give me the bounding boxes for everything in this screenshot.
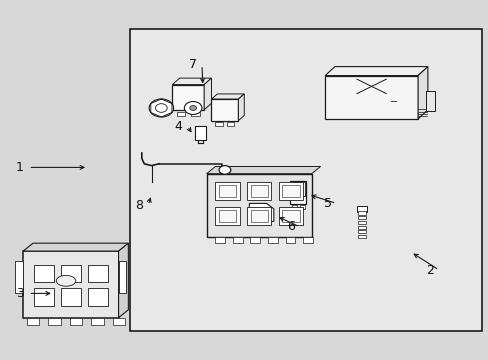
- Bar: [91, 318, 103, 325]
- Bar: [303, 237, 312, 243]
- Ellipse shape: [56, 275, 76, 286]
- Text: 1: 1: [16, 161, 23, 174]
- Polygon shape: [211, 94, 244, 99]
- Bar: [70, 318, 82, 325]
- Bar: [250, 237, 260, 243]
- Bar: [23, 251, 118, 318]
- Bar: [118, 261, 126, 293]
- Bar: [226, 122, 234, 126]
- Bar: [215, 122, 223, 126]
- Bar: [211, 99, 238, 121]
- Bar: [285, 237, 295, 243]
- Circle shape: [219, 166, 230, 174]
- Bar: [299, 205, 304, 209]
- Polygon shape: [118, 243, 128, 318]
- Bar: [250, 185, 267, 197]
- Bar: [291, 182, 305, 196]
- Bar: [172, 85, 204, 110]
- Circle shape: [155, 104, 167, 112]
- Bar: [34, 288, 54, 306]
- Bar: [357, 211, 365, 215]
- Polygon shape: [238, 94, 244, 121]
- Bar: [282, 210, 299, 222]
- Bar: [219, 210, 236, 222]
- Bar: [113, 318, 125, 325]
- Text: 4: 4: [174, 120, 182, 132]
- Polygon shape: [23, 243, 128, 251]
- Circle shape: [189, 105, 196, 111]
- Bar: [34, 265, 54, 282]
- Text: 2: 2: [426, 264, 433, 276]
- Bar: [356, 206, 366, 211]
- Bar: [425, 91, 434, 111]
- Bar: [215, 182, 239, 200]
- Bar: [325, 76, 417, 119]
- Bar: [87, 265, 108, 282]
- Bar: [232, 237, 242, 243]
- Bar: [267, 237, 277, 243]
- Polygon shape: [249, 203, 273, 221]
- Text: 7: 7: [189, 58, 197, 71]
- Bar: [219, 185, 236, 197]
- Text: 5: 5: [323, 197, 331, 210]
- Bar: [278, 182, 303, 200]
- Bar: [290, 181, 305, 204]
- Bar: [357, 235, 365, 238]
- Bar: [27, 318, 39, 325]
- Bar: [246, 182, 271, 200]
- Bar: [176, 112, 185, 116]
- Bar: [291, 205, 296, 209]
- Bar: [15, 261, 23, 293]
- Bar: [250, 210, 267, 222]
- Bar: [215, 207, 239, 225]
- Text: 6: 6: [286, 220, 294, 233]
- Circle shape: [149, 99, 173, 117]
- Bar: [48, 318, 61, 325]
- Text: 8: 8: [135, 199, 143, 212]
- Bar: [61, 288, 81, 306]
- Polygon shape: [172, 78, 211, 85]
- Bar: [206, 174, 311, 237]
- Bar: [61, 265, 81, 282]
- Text: 3: 3: [16, 287, 23, 300]
- Bar: [357, 230, 365, 233]
- Bar: [129, 29, 481, 331]
- Bar: [215, 237, 224, 243]
- Circle shape: [184, 102, 202, 114]
- Bar: [195, 126, 205, 140]
- Bar: [357, 221, 365, 224]
- Polygon shape: [204, 78, 211, 110]
- Bar: [87, 288, 108, 306]
- Bar: [246, 207, 271, 225]
- Polygon shape: [417, 67, 427, 119]
- Bar: [278, 207, 303, 225]
- Polygon shape: [325, 67, 427, 76]
- Bar: [357, 216, 365, 219]
- Polygon shape: [206, 166, 320, 174]
- Bar: [357, 225, 365, 229]
- Bar: [191, 112, 200, 116]
- Bar: [282, 185, 299, 197]
